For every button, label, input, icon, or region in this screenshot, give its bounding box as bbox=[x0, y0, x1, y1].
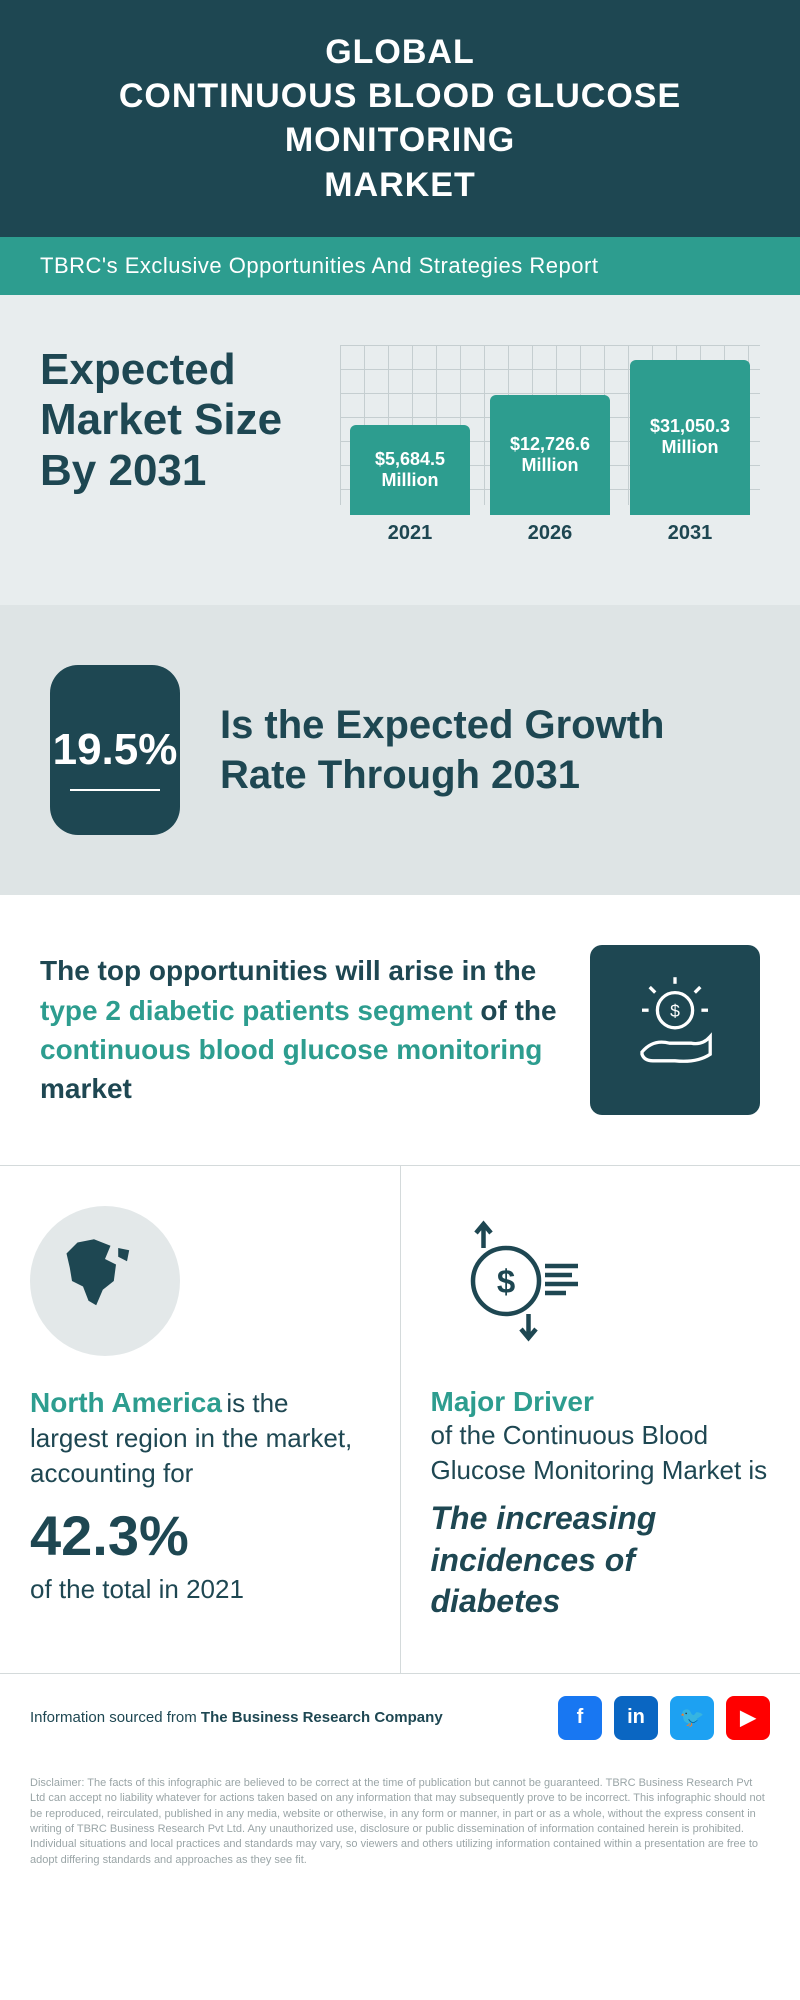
header-title: GLOBAL CONTINUOUS BLOOD GLUCOSE MONITORI… bbox=[40, 30, 760, 207]
opportunities-text: The top opportunities will arise in the … bbox=[40, 951, 560, 1108]
lightbulb-hand-icon: $ bbox=[590, 945, 760, 1115]
driver-content: Major Driver of the Continuous Blood Glu… bbox=[431, 1386, 771, 1623]
source-text: Information sourced from The Business Re… bbox=[30, 1709, 443, 1726]
driver-title: Major Driver bbox=[431, 1386, 594, 1417]
footer-source: Information sourced from The Business Re… bbox=[0, 1673, 800, 1762]
chart-bar: $5,684.5Million2021 bbox=[350, 425, 470, 515]
facebook-icon[interactable]: f bbox=[558, 1696, 602, 1740]
chart-bar: $31,050.3Million2031 bbox=[630, 360, 750, 515]
section-opportunities: The top opportunities will arise in the … bbox=[0, 895, 800, 1165]
chart-bars: $5,684.5Million2021$12,726.6Million2026$… bbox=[340, 355, 760, 515]
region-title: North America bbox=[30, 1387, 222, 1418]
north-america-map-icon bbox=[30, 1206, 180, 1356]
region-tail: of the total in 2021 bbox=[30, 1572, 370, 1607]
svg-text:$: $ bbox=[496, 1263, 514, 1300]
header-line2: CONTINUOUS BLOOD GLUCOSE MONITORING bbox=[119, 77, 681, 159]
region-content: North America is the largest region in t… bbox=[30, 1386, 370, 1607]
market-size-title: Expected Market Size By 2031 bbox=[40, 345, 320, 545]
growth-pct-badge: 19.5% bbox=[50, 665, 180, 835]
youtube-icon[interactable]: ▶ bbox=[726, 1696, 770, 1740]
column-driver: $ Major Driver of the Continuous Blood G… bbox=[401, 1166, 800, 1673]
social-icons: fin 🐦 ▶ bbox=[558, 1696, 770, 1740]
header-line1: GLOBAL bbox=[325, 33, 475, 71]
section-market-size: Expected Market Size By 2031 $5,684.5Mil… bbox=[0, 295, 800, 605]
disclaimer-text: Disclaimer: The facts of this infographi… bbox=[0, 1762, 800, 1898]
chart-bar: $12,726.6Million2026 bbox=[490, 395, 610, 515]
twitter-icon[interactable]: 🐦 bbox=[670, 1696, 714, 1740]
header-banner: GLOBAL CONTINUOUS BLOOD GLUCOSE MONITORI… bbox=[0, 0, 800, 237]
subheader: TBRC's Exclusive Opportunities And Strat… bbox=[0, 237, 800, 295]
subheader-text: TBRC's Exclusive Opportunities And Strat… bbox=[40, 253, 598, 278]
dollar-arrows-icon: $ bbox=[431, 1206, 581, 1356]
region-pct: 42.3% bbox=[30, 1503, 370, 1568]
driver-emphasis: The increasing incidences of diabetes bbox=[431, 1498, 771, 1623]
header-line3: MARKET bbox=[324, 166, 475, 204]
svg-text:$: $ bbox=[670, 1001, 680, 1021]
section-growth-rate: 19.5% Is the Expected Growth Rate Throug… bbox=[0, 605, 800, 895]
linkedin-icon[interactable]: in bbox=[614, 1696, 658, 1740]
growth-pct-value: 19.5% bbox=[53, 725, 178, 775]
driver-body: of the Continuous Blood Glucose Monitori… bbox=[431, 1418, 771, 1488]
growth-text: Is the Expected Growth Rate Through 2031 bbox=[220, 700, 750, 800]
market-size-chart: $5,684.5Million2021$12,726.6Million2026$… bbox=[340, 345, 760, 545]
section-two-columns: North America is the largest region in t… bbox=[0, 1165, 800, 1673]
column-region: North America is the largest region in t… bbox=[0, 1166, 401, 1673]
